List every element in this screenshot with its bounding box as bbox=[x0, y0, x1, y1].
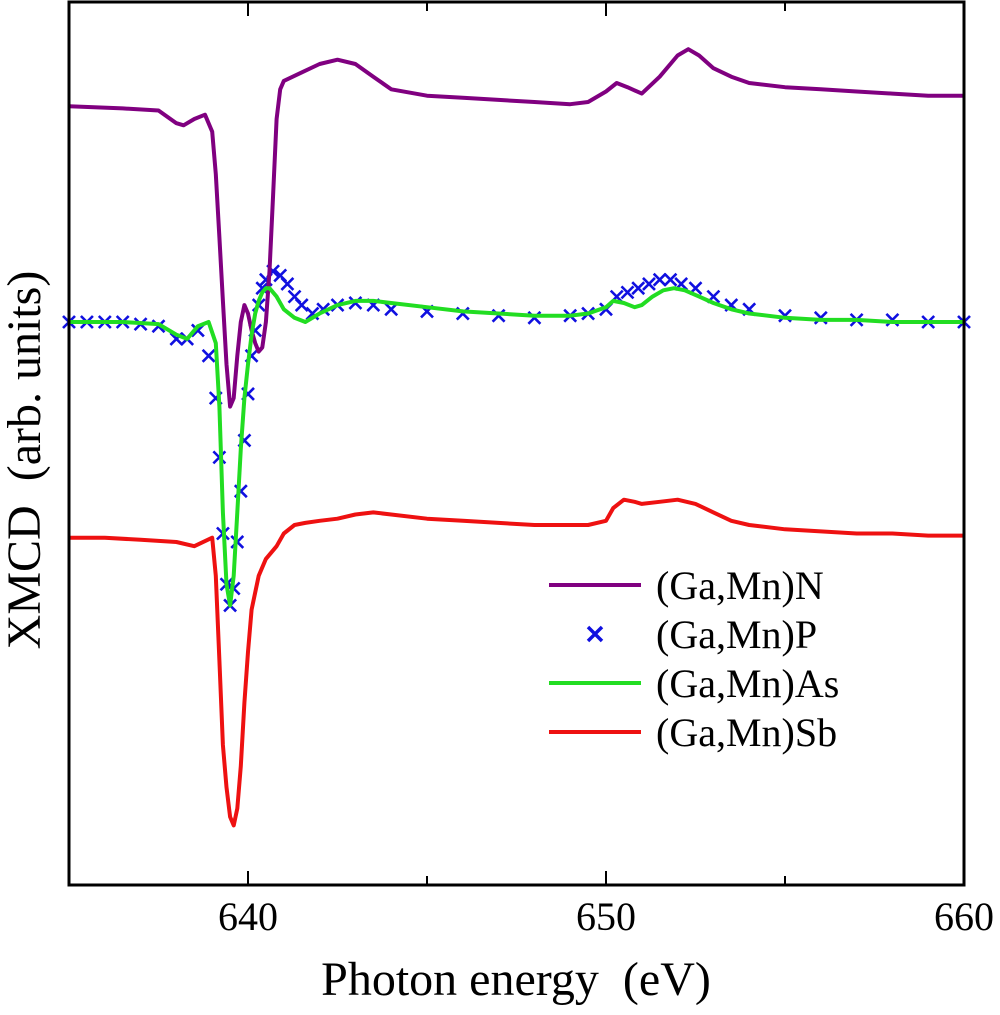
series-layer bbox=[62, 47, 971, 828]
legend-entry-ga-mn-as: (Ga,Mn)As bbox=[549, 661, 839, 706]
data-point bbox=[201, 348, 216, 363]
series-line bbox=[69, 497, 964, 828]
x-tick-label: 640 bbox=[218, 894, 278, 939]
data-point bbox=[642, 277, 656, 291]
legend-label: (Ga,Mn)N bbox=[656, 563, 824, 608]
x-tick-label: 660 bbox=[934, 894, 994, 939]
legend: (Ga,Mn)N(Ga,Mn)P(Ga,Mn)As(Ga,Mn)Sb bbox=[549, 563, 839, 755]
legend-entry-ga-mn-sb: (Ga,Mn)Sb bbox=[549, 710, 837, 755]
series-line bbox=[68, 47, 964, 409]
data-point bbox=[294, 298, 309, 312]
legend-marker bbox=[586, 625, 604, 643]
x-axis-title: Photon energy (eV) bbox=[321, 953, 711, 1006]
legend-entry-ga-mn-p: (Ga,Mn)P bbox=[586, 612, 817, 657]
x-axis-ticks: 640 650 660 bbox=[68, 2, 994, 939]
legend-label: (Ga,Mn)Sb bbox=[656, 710, 837, 755]
legend-label: (Ga,Mn)P bbox=[656, 612, 817, 657]
legend-label: (Ga,Mn)As bbox=[656, 661, 839, 706]
series-ga-mn-as bbox=[69, 286, 964, 608]
series-ga-mn-p bbox=[62, 264, 971, 613]
series-ga-mn-sb bbox=[69, 497, 964, 828]
series-ga-mn-n bbox=[68, 47, 964, 409]
series-line bbox=[69, 286, 964, 608]
data-point bbox=[652, 272, 667, 287]
data-point bbox=[620, 285, 635, 300]
data-point bbox=[663, 272, 678, 287]
y-axis-title: XMCD (arb. units) bbox=[0, 271, 51, 650]
x-tick-label: 650 bbox=[576, 894, 636, 939]
legend-entry-ga-mn-n: (Ga,Mn)N bbox=[549, 563, 824, 608]
data-point bbox=[280, 277, 295, 291]
plot-frame bbox=[67, 0, 966, 887]
data-point bbox=[631, 281, 646, 296]
